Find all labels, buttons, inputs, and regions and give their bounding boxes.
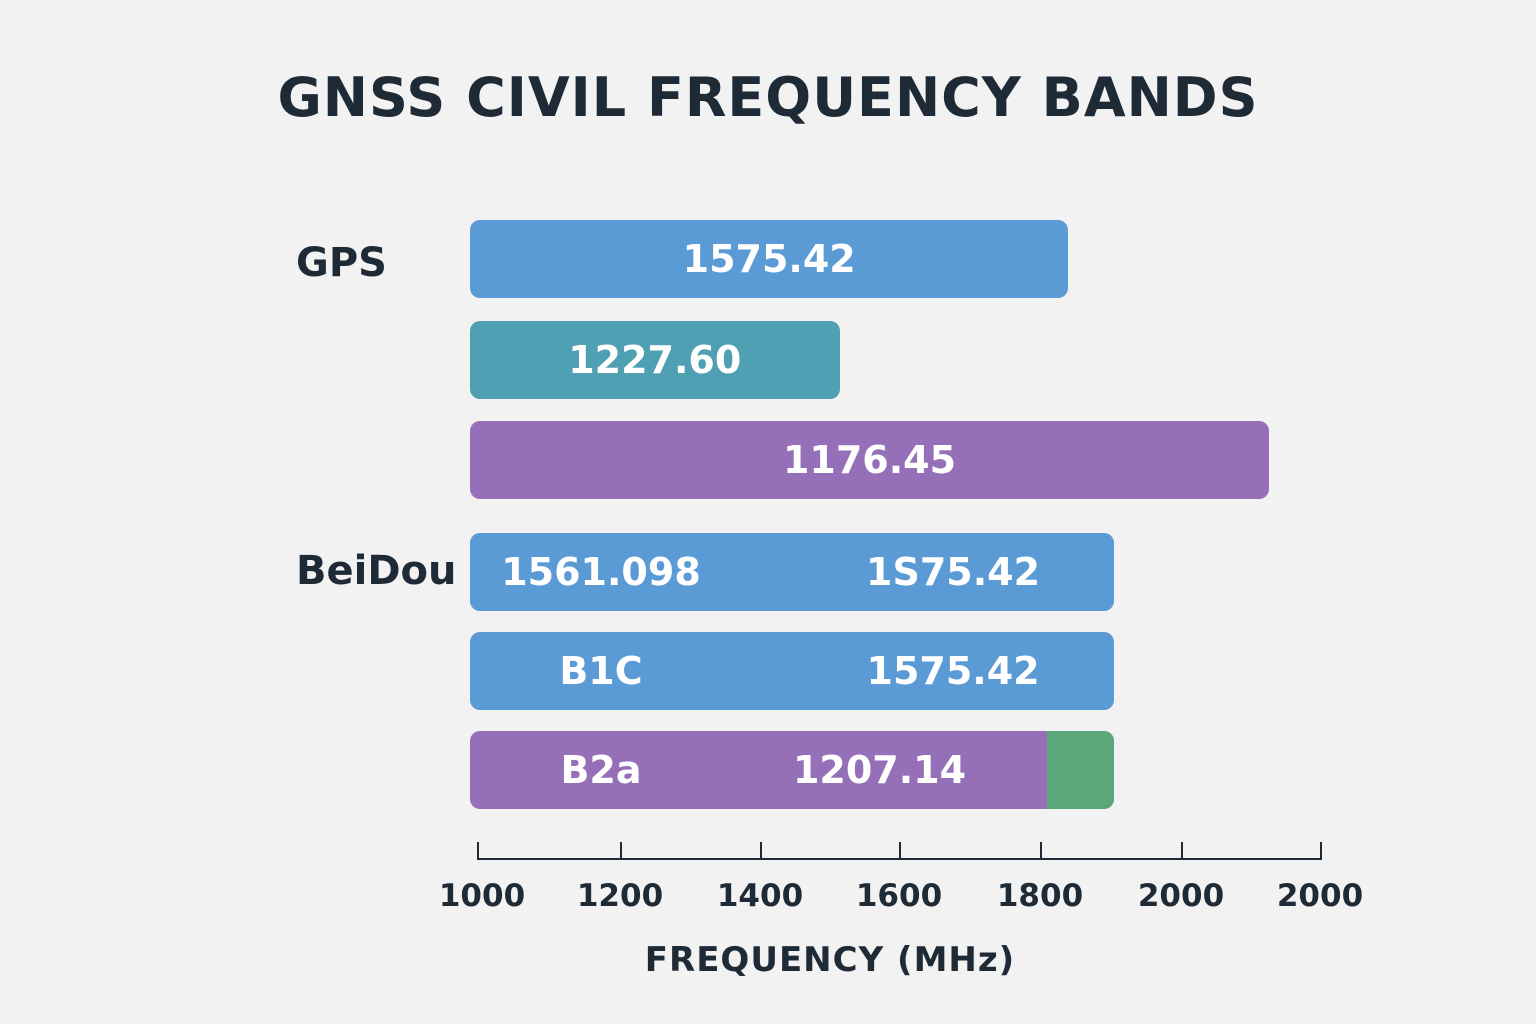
bar-value-label: 1561.098 (501, 550, 701, 594)
bar-value-label: 1176.45 (782, 438, 957, 482)
bar-beidou-2 (470, 632, 1115, 710)
bar-beidou-1 (470, 533, 1115, 611)
bar-value-label: B2a (560, 748, 642, 792)
bar-value-label: 1575.42 (682, 237, 856, 281)
x-axis-tick (899, 842, 901, 860)
bar-gps-2 (470, 321, 840, 399)
group-label-beidou: BeiDou (296, 548, 457, 594)
x-axis-tick (477, 842, 479, 860)
x-axis-title: FREQUENCY (MHz) (644, 940, 1016, 980)
x-axis-tick (1181, 842, 1183, 860)
x-axis-tick (1320, 842, 1322, 860)
bar-gps-1 (470, 220, 1069, 298)
bar-value-label: B1C (559, 649, 643, 693)
chart-title: GNSS CIVIL FREQUENCY BANDS (277, 66, 1259, 129)
x-axis-tick-label: 1400 (716, 878, 804, 914)
x-axis-tick-label: 1600 (855, 878, 943, 914)
bar-value-label: 1207.14 (792, 748, 967, 792)
x-axis-tick-label: 1000 (438, 878, 526, 914)
x-axis-tick-label: 2000 (1137, 878, 1225, 914)
x-axis-tick-label: 2000 (1276, 878, 1364, 914)
bar-value-label: 1S75.42 (866, 550, 1041, 594)
bar-end-segment (1047, 731, 1115, 809)
x-axis-tick (760, 842, 762, 860)
x-axis-tick-label: 1800 (996, 878, 1084, 914)
bar-beidou-3 (470, 731, 1115, 809)
x-axis-tick (1040, 842, 1042, 860)
bar-value-label: 1575.42 (866, 649, 1040, 693)
x-axis-tick-label: 1200 (576, 878, 664, 914)
x-axis-tick (620, 842, 622, 860)
bar-gps-3 (470, 421, 1269, 499)
group-label-gps: GPS (296, 240, 387, 286)
bar-value-label: 1227.60 (568, 338, 742, 382)
